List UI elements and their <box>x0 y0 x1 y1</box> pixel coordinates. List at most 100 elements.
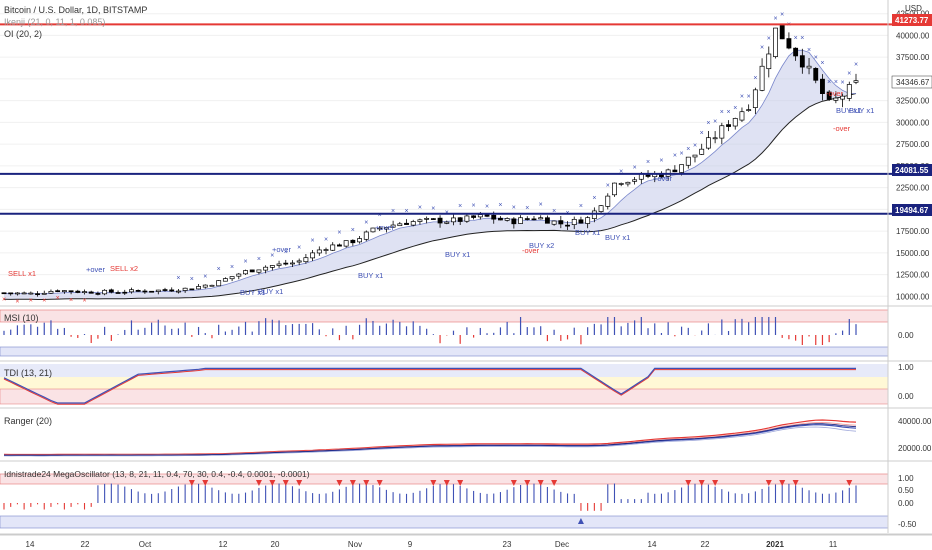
candle-body <box>108 289 114 293</box>
cross-marker: × <box>552 208 556 215</box>
cross-marker: × <box>378 212 382 219</box>
cross-marker: × <box>243 259 247 266</box>
time-axis[interactable]: 14 22 Oct 12 20 Nov 9 23 Dec 14 22 2021 11 <box>0 534 932 549</box>
cross-marker: × <box>814 55 818 62</box>
red-price-tag: 41273.77 <box>892 14 932 26</box>
cross-marker: × <box>700 130 704 137</box>
candle-body <box>28 292 34 295</box>
tdi-panel <box>3 367 856 405</box>
candle-body <box>283 262 289 265</box>
price-tick-label: 32500.00 <box>896 97 930 106</box>
candle-body <box>846 84 852 99</box>
candle-body <box>276 263 282 266</box>
trend-band-lower-line <box>3 93 857 300</box>
mega-sell-marker <box>336 480 343 486</box>
signal-label: +over <box>653 174 672 183</box>
candle <box>719 122 725 145</box>
candle <box>222 277 228 282</box>
sub-tick-label: 40000.00 <box>898 417 932 426</box>
candle <box>276 260 282 268</box>
candle-body <box>169 289 175 292</box>
signal-label: -over <box>826 89 844 98</box>
candle-body <box>719 125 725 139</box>
horizontal-levels[interactable] <box>0 23 892 215</box>
mega-sell-marker <box>765 480 772 486</box>
ranger-line <box>3 419 857 456</box>
signal-label: BUY x2 <box>529 241 554 250</box>
price-tick-label: 30000.00 <box>896 118 930 127</box>
svg-text:24081.55: 24081.55 <box>895 166 929 175</box>
candle <box>538 215 544 220</box>
candle-body <box>605 195 611 207</box>
signal-label: BUY x1 <box>836 106 861 115</box>
candle-body <box>229 276 235 280</box>
candle-body <box>149 290 155 293</box>
candle-body <box>799 55 805 68</box>
candle <box>82 289 87 295</box>
candle <box>712 131 718 144</box>
candle-body <box>457 217 463 222</box>
candle-body <box>330 244 336 251</box>
cross-marker: × <box>726 109 730 116</box>
candle <box>853 73 859 85</box>
cross-marker: × <box>29 298 33 305</box>
cross-marker: × <box>284 249 288 256</box>
candle-body <box>437 217 443 224</box>
candle <box>732 117 738 130</box>
candle <box>350 239 356 246</box>
candle <box>504 217 510 222</box>
cross-marker: × <box>539 201 543 208</box>
candle-body <box>410 221 416 226</box>
candle <box>88 290 94 294</box>
cross-marker: × <box>270 253 274 260</box>
svg-text:34346.67: 34346.67 <box>896 78 930 87</box>
candle <box>337 243 342 247</box>
candle <box>149 290 155 293</box>
mega-sell-marker <box>685 480 692 486</box>
cross-marker: × <box>311 237 315 244</box>
candle <box>175 289 181 294</box>
cross-marker: × <box>176 275 180 282</box>
signal-label: SELL x1 <box>8 269 36 278</box>
candle <box>169 287 175 292</box>
price-tick-label: 22500.00 <box>896 184 930 193</box>
candle-body <box>377 227 383 230</box>
candle-body <box>357 238 362 243</box>
cross-marker: × <box>391 208 395 215</box>
candle-body <box>1 292 7 295</box>
candle <box>632 176 638 185</box>
candle-body <box>115 292 121 294</box>
candle-body <box>585 217 591 224</box>
candle-body <box>518 217 523 224</box>
time-tick-label: 2021 <box>766 540 784 549</box>
mega-sell-marker <box>846 480 853 486</box>
candle <box>75 289 81 294</box>
candle-body <box>243 270 248 275</box>
candle <box>155 289 161 295</box>
candle-body <box>249 269 255 273</box>
cross-marker: × <box>693 142 697 149</box>
candle-body <box>598 205 604 212</box>
ranger-panel <box>3 419 857 457</box>
candle-body <box>672 169 678 173</box>
candle <box>692 154 698 163</box>
cross-marker: × <box>15 298 19 305</box>
cross-marker: × <box>56 295 60 302</box>
candle-body <box>531 218 537 221</box>
candle <box>464 214 470 223</box>
indicator-legend-1: Ikenji (21, 0, 11, 1, 0.085) <box>4 17 105 27</box>
mega-sell-marker <box>282 480 289 486</box>
candle <box>269 265 275 271</box>
candle <box>189 288 195 291</box>
candle-body <box>679 164 685 173</box>
time-tick-label: 23 <box>503 540 512 549</box>
sub-tick-label: 1.00 <box>898 363 914 372</box>
candle-body <box>88 291 94 294</box>
panel-backgrounds <box>0 305 932 535</box>
candle-body <box>752 89 758 108</box>
candle <box>820 74 825 101</box>
candle <box>383 226 389 233</box>
cross-marker: × <box>780 11 784 18</box>
candle-body <box>571 218 577 225</box>
